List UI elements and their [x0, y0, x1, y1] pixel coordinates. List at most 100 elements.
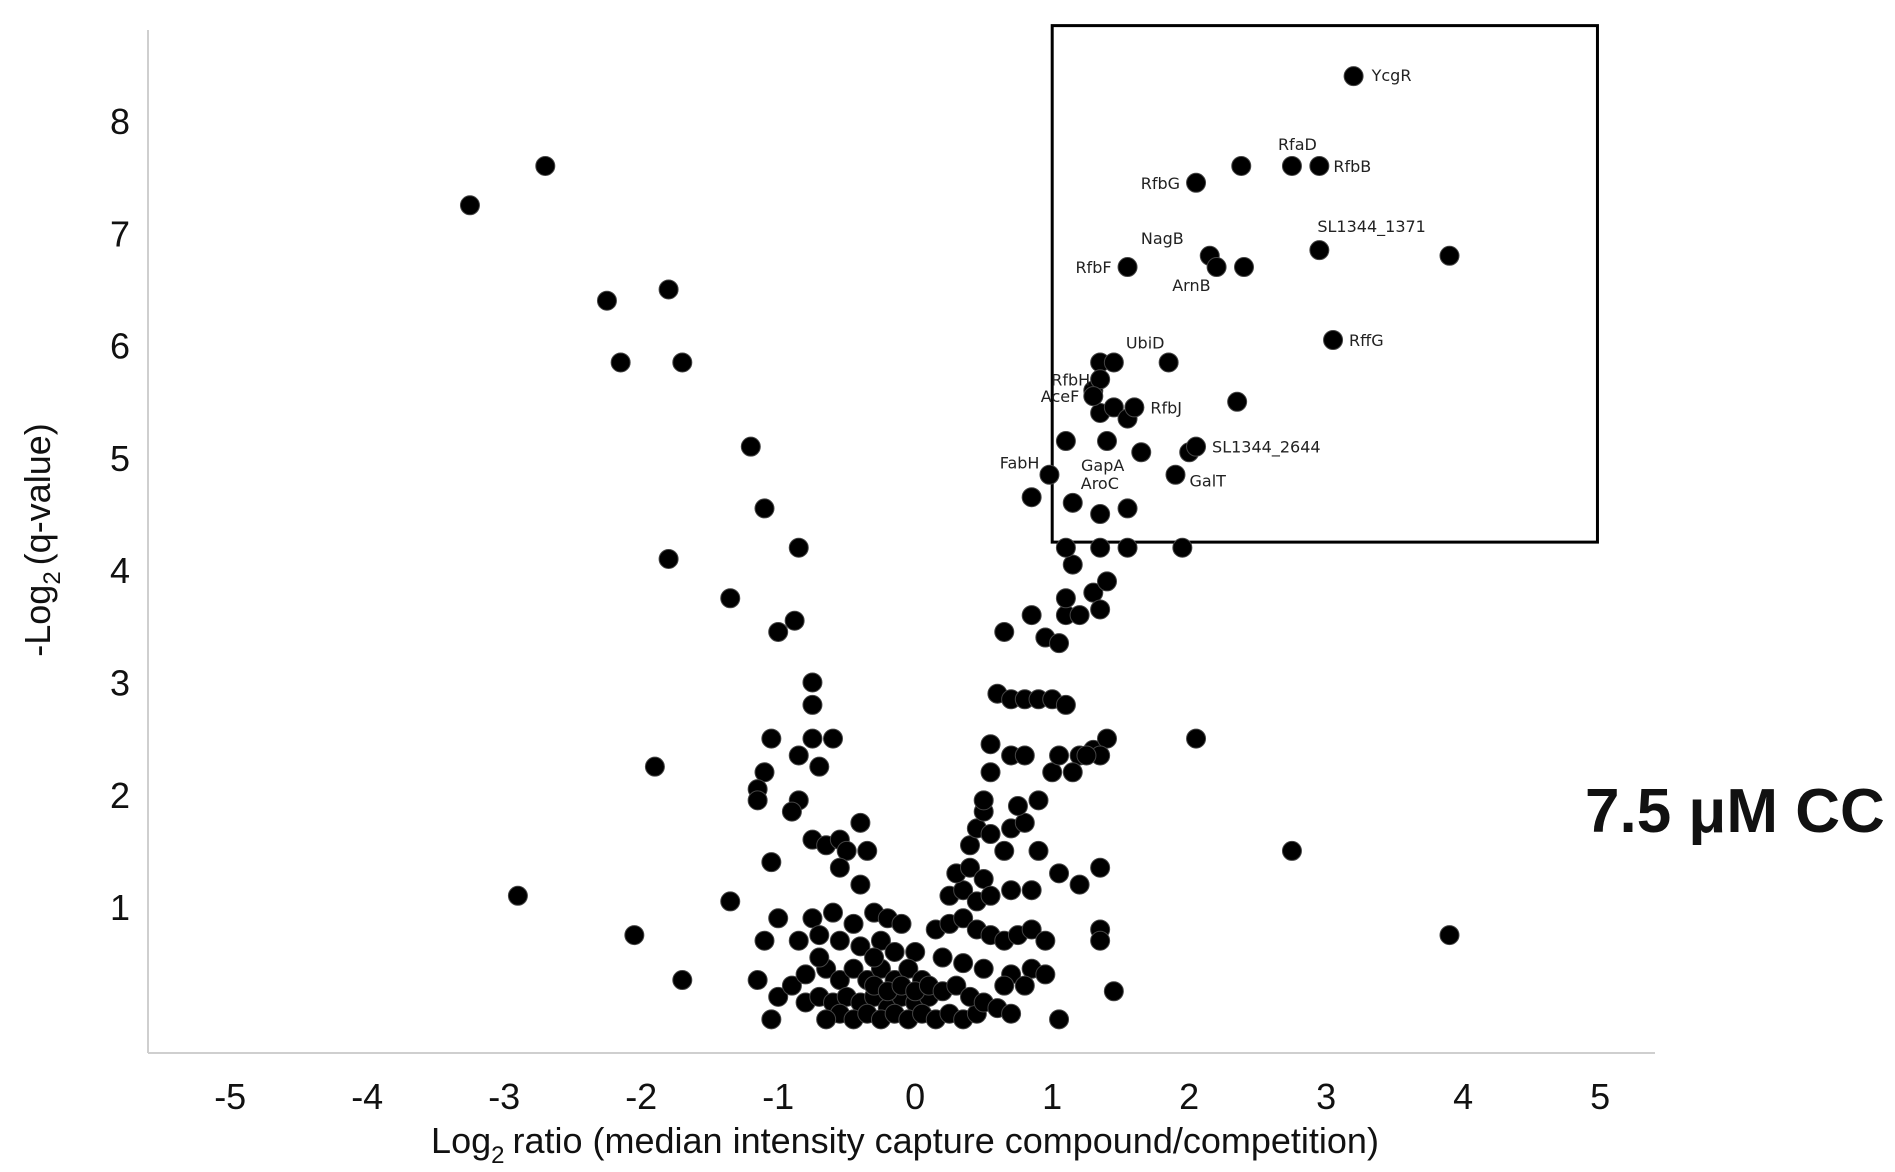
data-point	[1049, 863, 1070, 884]
data-point	[768, 986, 789, 1007]
labeled-data-point	[1083, 386, 1104, 407]
data-point	[884, 941, 905, 962]
data-point	[973, 790, 994, 811]
data-point	[768, 908, 789, 929]
data-point	[788, 930, 809, 951]
data-point	[843, 958, 864, 979]
y-tick-label: 3	[110, 662, 130, 703]
y-tick-label: 1	[110, 887, 130, 928]
y-tick-label: 4	[110, 550, 130, 591]
point-label: RfaD	[1278, 135, 1317, 154]
labeled-data-point	[1206, 257, 1227, 278]
data-point	[1090, 504, 1111, 525]
data-point	[1097, 728, 1117, 749]
data-point	[1014, 975, 1035, 996]
data-point	[1103, 397, 1124, 418]
x-axis-title-rest: ratio (median intensity capture compound…	[512, 1120, 1378, 1161]
data-point	[1439, 925, 1460, 946]
data-point	[1158, 352, 1179, 373]
x-tick-label: 1	[1042, 1076, 1062, 1117]
point-label: SL1344_2644	[1212, 438, 1321, 458]
data-point	[1090, 599, 1111, 620]
data-point	[953, 908, 974, 929]
x-tick-labels: -5 -4 -3 -2 -1 0 1 2 3 4 5	[214, 1076, 1610, 1117]
data-point	[781, 801, 802, 822]
y-tick-label: 8	[110, 101, 130, 142]
x-tick-label: -4	[351, 1076, 383, 1117]
labeled-data-point	[1117, 257, 1138, 278]
data-point	[802, 908, 823, 929]
y-tick-labels: 1 2 3 4 5 6 7 8	[110, 101, 130, 928]
data-point	[1227, 391, 1248, 412]
data-point	[672, 352, 693, 373]
data-point	[802, 728, 823, 749]
y-axis-title-subscript: 2	[39, 571, 66, 584]
data-point	[1076, 745, 1097, 766]
data-point	[1090, 857, 1111, 878]
y-tick-label: 6	[110, 326, 130, 367]
data-point	[932, 947, 953, 968]
point-label: RffG	[1349, 331, 1384, 350]
labeled-data-point	[1103, 352, 1124, 373]
significance-highlight-box	[1050, 24, 1599, 544]
labeled-data-point	[1039, 464, 1060, 485]
data-point	[953, 880, 974, 901]
point-label: ArnB	[1172, 276, 1210, 295]
labeled-data-point	[1124, 397, 1145, 418]
data-point	[802, 672, 823, 693]
data-point	[809, 947, 830, 968]
point-label: GapA	[1081, 456, 1124, 475]
labeled-data-point	[1186, 436, 1207, 457]
y-tick-label: 2	[110, 775, 130, 816]
data-point	[535, 155, 556, 176]
data-point	[973, 868, 994, 889]
data-point	[1062, 554, 1083, 575]
data-point	[829, 930, 850, 951]
labeled-data-point	[1281, 155, 1302, 176]
data-point	[720, 588, 741, 609]
data-point	[781, 975, 802, 996]
data-point	[870, 930, 891, 951]
point-label: NagB	[1141, 229, 1184, 248]
data-point	[850, 812, 871, 833]
data-point	[980, 824, 1001, 845]
data-point	[1439, 245, 1460, 266]
x-axis-title: Log2 ratio (median intensity capture comp…	[431, 1120, 1379, 1169]
data-point	[1049, 633, 1070, 654]
data-point	[788, 537, 809, 558]
data-point	[740, 436, 761, 457]
data-point	[994, 975, 1015, 996]
data-point	[843, 913, 864, 934]
data-point	[795, 964, 816, 985]
data-point	[953, 953, 974, 974]
data-point	[507, 885, 528, 906]
data-point	[658, 279, 679, 300]
data-point	[1231, 155, 1252, 176]
data-point	[1028, 840, 1049, 861]
data-point	[980, 734, 1001, 755]
labeled-data-point	[1343, 66, 1364, 87]
axes	[147, 30, 1655, 1054]
point-label: RfbH	[1051, 370, 1090, 389]
data-point	[644, 756, 665, 777]
data-point	[1021, 880, 1042, 901]
data-point	[1049, 745, 1070, 766]
data-point	[816, 1009, 837, 1030]
data-point	[768, 621, 789, 642]
x-tick-label: -2	[625, 1076, 657, 1117]
point-label: RfbF	[1075, 258, 1111, 277]
data-point	[802, 694, 823, 715]
data-point	[1021, 919, 1042, 940]
data-point	[754, 930, 775, 951]
point-label: FabH	[1000, 454, 1040, 473]
data-point	[1014, 812, 1035, 833]
y-axis-title: -Log2 (q-value)	[17, 423, 66, 656]
data-point	[754, 762, 775, 783]
data-point	[850, 874, 871, 895]
data-point	[1014, 745, 1035, 766]
point-label: RfbG	[1141, 174, 1180, 193]
condition-label: 7.5 μM CC	[1585, 777, 1885, 846]
labeled-data-point	[1062, 492, 1083, 513]
data-point	[1069, 605, 1090, 626]
